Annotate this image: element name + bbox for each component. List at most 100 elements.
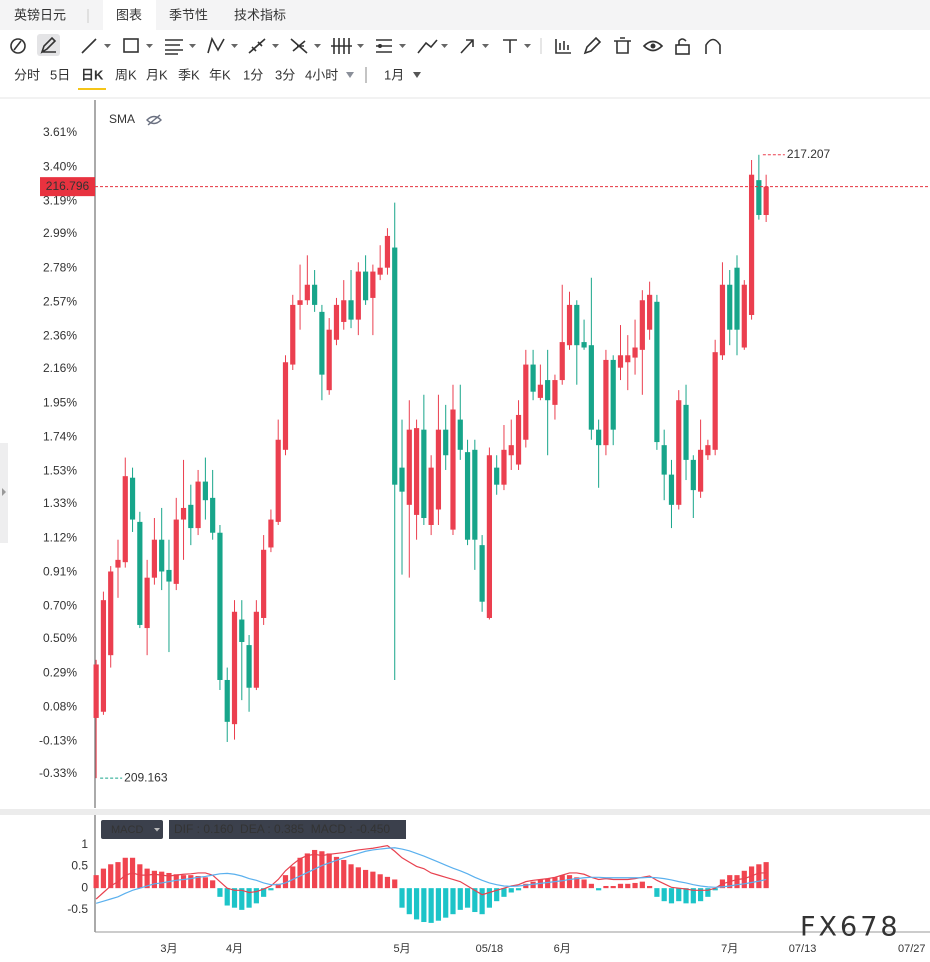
macd-bar [523,883,529,889]
macd-bar [588,883,594,889]
macd-bar [362,869,369,889]
macd-bar [515,888,522,891]
y-tick-label: 2.16% [43,361,77,375]
macd-bar [253,888,259,904]
candle-body [341,300,347,322]
candle-body [137,521,143,625]
candle-body [647,294,653,330]
candle-body [100,600,107,712]
y-tick-label: 3.19% [43,194,77,208]
macd-bar [632,882,638,889]
macd-bar [472,888,478,913]
period-button[interactable]: 月K [146,67,168,82]
y-tick-label: 0.08% [43,699,77,713]
y-tick-label: 0.50% [43,631,77,645]
macd-bar [115,862,121,889]
tool-icon[interactable] [555,39,571,54]
tool-icon[interactable] [417,39,438,54]
tool-icon[interactable] [40,36,57,54]
macd-bar [100,868,107,889]
tab[interactable]: 技术指标 [234,7,286,22]
tool-icon[interactable] [376,39,392,53]
y-tick-label: 1.33% [43,496,77,510]
macd-bar [545,878,551,889]
candle-body [319,311,325,375]
macd-bar [748,866,755,889]
indicator-label: SMA [109,112,135,126]
candle-body [384,235,391,268]
tab[interactable]: 季节性 [169,7,208,22]
macd-bar [93,875,99,889]
macd-bar [392,879,398,889]
macd-bar [399,888,405,908]
tool-icon[interactable] [675,38,690,55]
macd-bar [282,875,289,889]
dropdown-arrow [413,72,421,78]
high-label: 217.207 [787,147,831,161]
macd-button[interactable] [101,820,163,839]
y-tick-label: 2.36% [43,329,77,343]
period-button[interactable]: 5日 [50,67,70,82]
macd-bar [508,888,514,893]
macd-bar [224,888,230,906]
candle-body [297,300,303,305]
macd-y-tick-label: 0 [81,880,88,894]
macd-bar [581,879,587,889]
tool-icon[interactable] [705,38,721,55]
tool-icon[interactable] [614,37,631,54]
y-tick-label: 2.78% [43,260,77,274]
macd-bar [566,875,573,889]
period-button[interactable]: 季K [178,67,200,82]
tool-icon[interactable] [290,38,308,54]
macd-bar [654,888,660,897]
y-tick-label: -0.13% [39,734,77,748]
tab[interactable]: 图表 [116,7,142,22]
tool-icon[interactable] [583,36,602,55]
macd-bar [486,888,493,908]
macd-line [95,844,767,900]
tool-icon[interactable] [642,40,664,52]
macd-bar [428,888,434,923]
macd-bar [355,867,361,889]
candle-body [312,284,318,305]
readout-bg [169,820,406,839]
tool-icon[interactable] [331,38,352,54]
candle-body [413,428,420,515]
candle-body [210,497,216,533]
candle-body [282,362,289,450]
candle-body [523,364,529,440]
y-tick-label: 0.29% [43,665,77,679]
candle-body [304,284,310,301]
tool-icon[interactable] [248,38,266,54]
tool-icon[interactable] [165,39,183,55]
period-button[interactable]: 3分 [275,67,295,82]
hide-indicator-icon[interactable] [146,114,162,126]
period-button[interactable]: 年K [209,67,231,82]
candle-body [727,284,733,330]
tool-icon[interactable] [10,38,26,54]
tool-icon[interactable] [460,39,474,54]
dropdown-arrow [346,72,354,78]
tool-icon[interactable] [81,38,97,54]
tool-icon[interactable] [207,36,225,54]
candle-body [683,404,689,460]
tool-icon[interactable] [123,38,139,53]
y-tick-label: 2.99% [43,226,77,240]
interval[interactable]: 1月 [384,67,404,82]
macd-line [95,847,767,904]
macd-bar [159,871,165,889]
candle-body [697,449,704,492]
candle-body [246,645,252,688]
period-button[interactable]: 日K [81,67,104,82]
period-button[interactable]: 周K [115,67,137,82]
candle-body [603,359,609,446]
period-button[interactable]: 1分 [243,67,263,82]
active-period-underline [78,88,106,90]
period-button[interactable]: 4小时 [305,67,338,82]
tool-icon[interactable] [503,39,517,53]
macd-bar [406,888,412,915]
candle-body [457,419,463,450]
macd-bar [479,888,485,915]
candle-body [588,345,594,430]
period-button[interactable]: 分时 [14,67,40,82]
